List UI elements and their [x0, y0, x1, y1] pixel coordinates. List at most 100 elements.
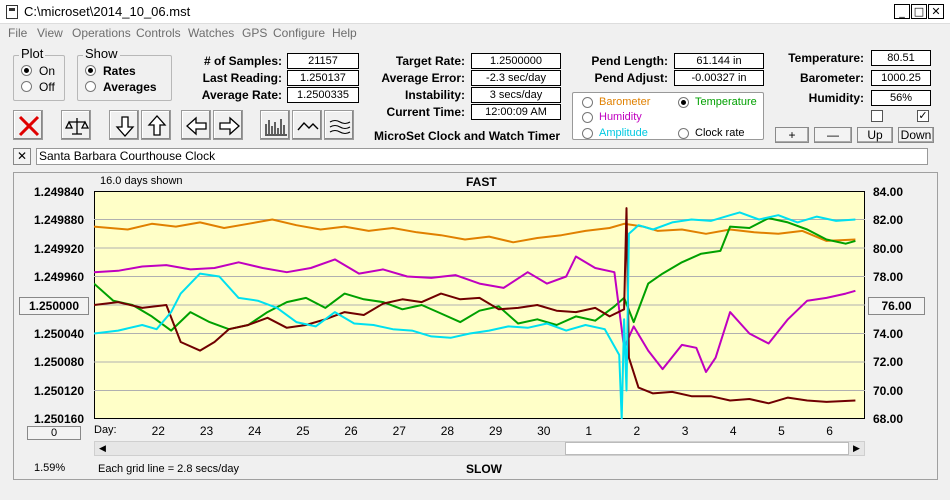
y-tick-label: 1.250040	[33, 327, 84, 341]
target-rate-field: 1.2500000	[471, 53, 561, 69]
barometer-option-label: Barometer	[599, 96, 651, 108]
app-icon[interactable]	[6, 5, 18, 19]
y2-tick-label: 68.00	[873, 412, 904, 426]
grid-note: Each grid line = 2.8 secs/day	[98, 463, 239, 475]
menu-gps[interactable]: GPS	[242, 26, 268, 40]
plot-group-title: Plot	[19, 46, 46, 61]
x-tick-label: 27	[392, 424, 406, 438]
menu-help[interactable]: Help	[332, 26, 357, 40]
plot-on-radio[interactable]	[21, 65, 32, 76]
current-time-field: 12:00:09 AM	[471, 104, 561, 120]
up-button[interactable]: Up	[857, 127, 893, 143]
close-button[interactable]: ✕	[928, 4, 944, 19]
amplitude-radio[interactable]	[582, 128, 593, 139]
menu-watches[interactable]: Watches	[188, 26, 235, 40]
app-caption: MicroSet Clock and Watch Timer	[374, 129, 561, 143]
arrow-down-button[interactable]	[109, 110, 139, 140]
series-line-barometer	[94, 218, 856, 244]
show-rates-radio[interactable]	[85, 65, 96, 76]
line-graph-icon	[297, 121, 319, 131]
percent-label: 1.59%	[34, 462, 66, 474]
y2-tick-label: 72.00	[873, 355, 904, 369]
x-tick-label: 25	[296, 424, 310, 438]
checkmark-icon: ✓	[918, 110, 928, 122]
show-averages-radio[interactable]	[85, 81, 96, 92]
samples-label: # of Samples:	[203, 54, 282, 68]
average-rate-field: 1.2500335	[287, 87, 359, 103]
menu-configure[interactable]: Configure	[273, 26, 326, 40]
menu-file[interactable]: File	[8, 26, 28, 40]
last-reading-label: Last Reading:	[202, 71, 282, 85]
bars-view-button[interactable]	[260, 110, 290, 140]
barometer-label: Barometer:	[799, 71, 864, 85]
plot-off-label: Off	[39, 80, 55, 94]
temperature-radio[interactable]	[678, 97, 689, 108]
day-axis-label: Day:	[94, 424, 117, 436]
clock-rate-radio[interactable]	[678, 128, 689, 139]
fast-label: FAST	[466, 175, 497, 189]
x-tick-label: 28	[440, 424, 455, 438]
balance-scale-icon	[65, 118, 89, 135]
clock-rate-option-label: Clock rate	[695, 127, 745, 139]
x-tick-label: 24	[248, 424, 262, 438]
average-error-label: Average Error:	[381, 71, 465, 85]
plot-off-radio[interactable]	[21, 81, 32, 92]
scroll-left-icon[interactable]: ◀	[99, 443, 106, 453]
minimize-button[interactable]: _	[894, 4, 910, 19]
arrow-up-button[interactable]	[141, 110, 171, 140]
temperature-field: 80.51	[871, 50, 931, 66]
right-scale-button[interactable]: 76.00	[868, 297, 925, 315]
plot-on-label: On	[39, 64, 56, 78]
y-tick-label: 1.249880	[33, 213, 84, 227]
x-axis-ticks: 22 23 24 25 26 27 28 29 30 1 2 3 4 5 6	[94, 424, 865, 438]
down-button[interactable]: Down	[898, 127, 934, 143]
humidity-radio[interactable]	[582, 112, 593, 123]
pend-length-label: Pend Length:	[591, 54, 668, 68]
center-rate-button[interactable]: 1.250000	[19, 297, 89, 315]
maximize-button[interactable]: □	[911, 4, 927, 19]
arrow-down-icon	[115, 116, 135, 137]
balance-button[interactable]	[61, 110, 91, 140]
x-tick-label: 5	[778, 424, 785, 438]
y2-tick-label: 78.00	[873, 270, 904, 284]
humidity-option-label: Humidity	[599, 111, 642, 123]
x-tick-label: 22	[151, 424, 165, 438]
arrow-right-icon	[219, 116, 240, 136]
scroll-right-icon[interactable]: ▶	[853, 443, 860, 453]
x-tick-label: 30	[537, 424, 551, 438]
checkbox-left[interactable]	[871, 110, 883, 122]
show-averages-label: Averages	[103, 80, 157, 94]
stop-button[interactable]	[13, 110, 43, 140]
humidity-label: Humidity:	[808, 91, 864, 105]
arrow-right-button[interactable]	[213, 110, 243, 140]
line-view-button[interactable]	[292, 110, 322, 140]
horizontal-scrollbar[interactable]: ◀ ▶	[94, 441, 865, 456]
last-reading-field: 1.250137	[287, 70, 359, 86]
y-tick-label: 1.250080	[33, 355, 84, 369]
y-tick-label: 1.249960	[33, 270, 84, 284]
menu-controls[interactable]: Controls	[136, 26, 181, 40]
days-shown-label: 16.0 days shown	[100, 175, 183, 187]
checkbox-right[interactable]: ✓	[917, 110, 929, 122]
y2-tick-label: 84.00	[873, 185, 904, 199]
instability-field: 3 secs/day	[471, 87, 561, 103]
menu-operations[interactable]: Operations	[72, 26, 131, 40]
scrollbar-thumb[interactable]	[565, 442, 849, 455]
plot-group	[13, 55, 65, 101]
pend-adjust-label: Pend Adjust:	[594, 71, 668, 85]
target-rate-label: Target Rate:	[395, 54, 465, 68]
barometer-radio[interactable]	[582, 97, 593, 108]
clock-name-input[interactable]: Santa Barbara Courthouse Clock	[36, 148, 928, 165]
arrow-left-button[interactable]	[181, 110, 211, 140]
y-tick-label: 1.250160	[33, 412, 84, 426]
rate-plot	[94, 191, 865, 419]
title-bar: C:\microset\2014_10_06.mst _ □ ✕	[0, 0, 950, 24]
minus-button[interactable]: —	[814, 127, 852, 143]
barometer-field: 1000.25	[871, 70, 931, 86]
y2-tick-label: 80.00	[873, 242, 904, 256]
wave-view-button[interactable]	[324, 110, 354, 140]
clear-name-button[interactable]: ✕	[13, 148, 31, 165]
zero-button[interactable]: 0	[27, 426, 81, 440]
menu-view[interactable]: View	[37, 26, 63, 40]
plus-button[interactable]: +	[775, 127, 809, 143]
